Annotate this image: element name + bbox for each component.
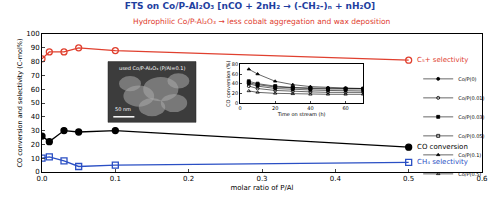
svg-text:Co/P(0.05): Co/P(0.05) xyxy=(458,133,484,139)
svg-text:30: 30 xyxy=(31,127,40,135)
svg-text:CH₄ selectivity: CH₄ selectivity xyxy=(417,158,468,166)
svg-text:0: 0 xyxy=(35,168,39,176)
svg-text:0.2: 0.2 xyxy=(183,175,194,183)
svg-text:70: 70 xyxy=(31,72,40,80)
svg-text:20: 20 xyxy=(31,141,40,149)
svg-text:50 nm: 50 nm xyxy=(115,106,131,112)
svg-text:60: 60 xyxy=(31,86,40,94)
svg-text:50: 50 xyxy=(31,99,40,107)
svg-text:used Co/P-Al₂O₃ (P/Al=0.1): used Co/P-Al₂O₃ (P/Al=0.1) xyxy=(119,65,185,71)
svg-text:C₅+ selectivity: C₅+ selectivity xyxy=(417,56,469,64)
svg-text:Co/P(0): Co/P(0) xyxy=(458,76,476,82)
svg-text:Hydrophilic Co/P-Al₂O₃ → less: Hydrophilic Co/P-Al₂O₃ → less cobalt agg… xyxy=(133,17,391,26)
svg-text:80: 80 xyxy=(232,61,238,67)
svg-text:0.5: 0.5 xyxy=(403,175,414,183)
svg-text:80: 80 xyxy=(31,58,40,66)
svg-text:CO conversion and selectivity: CO conversion and selectivity (C-mol%) xyxy=(16,38,24,167)
svg-text:20: 20 xyxy=(272,105,278,111)
svg-text:FTS on Co/P-Al₂O₃ [nCO + 2nH₂: FTS on Co/P-Al₂O₃ [nCO + 2nH₂ → (-CH₂-)ₙ… xyxy=(125,1,375,11)
svg-text:Co/P(0.01): Co/P(0.01) xyxy=(458,95,484,101)
svg-text:0: 0 xyxy=(235,100,238,106)
svg-text:40: 40 xyxy=(307,105,313,111)
svg-text:Co/P(0.5): Co/P(0.5) xyxy=(458,171,481,177)
svg-text:0.1: 0.1 xyxy=(110,175,121,183)
svg-text:60: 60 xyxy=(232,71,238,77)
svg-text:0.4: 0.4 xyxy=(330,175,342,183)
svg-text:10: 10 xyxy=(31,155,40,163)
svg-text:40: 40 xyxy=(31,113,40,121)
svg-text:100: 100 xyxy=(26,30,39,38)
svg-text:20: 20 xyxy=(232,90,238,96)
svg-text:0.3: 0.3 xyxy=(256,175,267,183)
svg-text:0: 0 xyxy=(238,105,241,111)
svg-text:90: 90 xyxy=(31,44,40,52)
svg-text:Time on stream (h): Time on stream (h) xyxy=(277,111,326,117)
svg-text:Co/P(0.03): Co/P(0.03) xyxy=(458,114,484,120)
svg-text:CO conversion: CO conversion xyxy=(417,143,468,151)
svg-text:40: 40 xyxy=(232,80,238,86)
svg-text:0.6: 0.6 xyxy=(476,175,488,184)
svg-text:60: 60 xyxy=(342,105,348,111)
svg-text:0.0: 0.0 xyxy=(36,175,47,183)
svg-text:Co/P(0.1): Co/P(0.1) xyxy=(458,152,481,158)
svg-text:molar ratio of P/Al: molar ratio of P/Al xyxy=(230,184,293,192)
svg-text:CO conversion (%): CO conversion (%) xyxy=(225,60,231,107)
